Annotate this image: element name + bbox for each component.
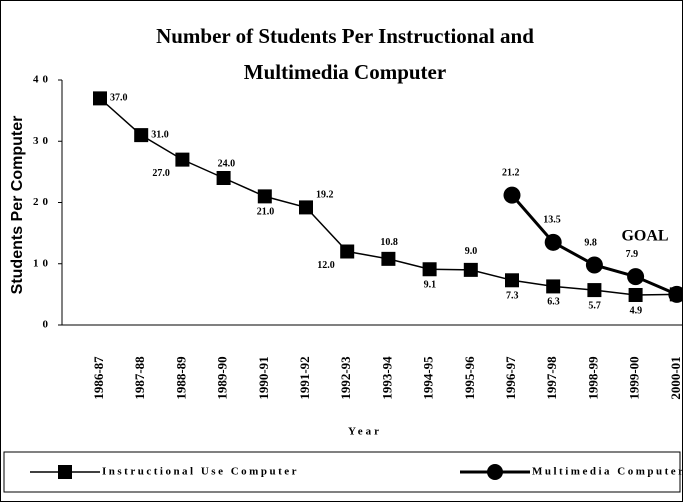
x-tick-label: 1988-89 — [173, 356, 188, 400]
y-tick-label: 10 — [33, 257, 52, 269]
x-axis-label: Year — [348, 426, 382, 438]
x-tick-label: 1995-96 — [462, 356, 477, 400]
chart-title: Multimedia Computer — [244, 60, 446, 84]
marker — [175, 152, 190, 167]
marker — [587, 283, 602, 298]
marker — [463, 262, 478, 277]
marker — [546, 279, 561, 294]
legend-marker — [58, 465, 72, 479]
data-label: 13.5 — [543, 215, 561, 226]
legend-label: Instructional Use Computer — [102, 466, 299, 478]
data-label: 5.7 — [588, 300, 601, 311]
marker — [544, 233, 562, 251]
x-tick-label: 1994-95 — [421, 356, 436, 400]
marker — [381, 251, 396, 266]
data-label: 24.0 — [218, 158, 236, 169]
marker — [627, 268, 645, 286]
legend-marker — [487, 464, 503, 480]
x-tick-label: 1996-97 — [503, 356, 518, 400]
y-tick-label: 40 — [33, 74, 52, 86]
data-label: 7.3 — [506, 291, 519, 302]
data-label: 6.3 — [547, 297, 560, 308]
legend-label: Multimedia Computer — [532, 466, 683, 478]
marker — [134, 128, 149, 143]
data-label: 4.9 — [630, 305, 643, 316]
data-label: 27.0 — [152, 168, 170, 179]
data-label: 12.0 — [317, 260, 335, 271]
marker — [93, 91, 107, 106]
data-label: 10.8 — [380, 237, 398, 248]
data-label: 21.2 — [502, 167, 520, 178]
data-label: 31.0 — [151, 129, 169, 140]
marker — [503, 186, 521, 204]
y-tick-label: 20 — [33, 196, 52, 208]
marker — [628, 287, 643, 302]
marker — [422, 262, 437, 277]
x-tick-label: 1991-92 — [297, 356, 312, 399]
x-tick-label: 1986-87 — [91, 356, 106, 400]
y-tick-label: 0 — [43, 319, 53, 331]
x-tick-label: 1987-88 — [132, 356, 147, 400]
marker — [340, 244, 355, 259]
x-tick-label: 1990-91 — [256, 356, 271, 399]
marker — [668, 285, 683, 303]
data-label: 37.0 — [110, 93, 128, 104]
data-label: 21.0 — [257, 207, 275, 218]
x-tick-label: 1997-98 — [544, 356, 559, 400]
marker — [505, 273, 519, 288]
chart-title: Number of Students Per Instructional and — [156, 24, 534, 48]
x-tick-label: 1989-90 — [215, 356, 230, 399]
data-label: 9.8 — [584, 237, 597, 248]
x-tick-label: 1993-94 — [379, 356, 394, 400]
y-axis-label: Students Per Computer — [9, 116, 26, 295]
marker — [299, 200, 313, 215]
data-label: 19.2 — [316, 190, 334, 201]
marker — [216, 171, 231, 185]
x-tick-label: 1992-93 — [338, 356, 353, 400]
data-label: 7.9 — [626, 249, 639, 260]
x-tick-label: 1999-00 — [627, 356, 642, 399]
x-tick-label: 1998-99 — [585, 356, 600, 400]
annotation: GOAL — [621, 228, 668, 245]
data-label: 9.1 — [424, 280, 437, 291]
x-tick-label: 2000-01 — [668, 356, 683, 399]
y-tick-label: 30 — [33, 135, 52, 147]
marker — [585, 256, 603, 274]
marker — [257, 189, 272, 204]
legend-box — [3, 451, 681, 493]
data-label: 9.0 — [465, 246, 478, 257]
